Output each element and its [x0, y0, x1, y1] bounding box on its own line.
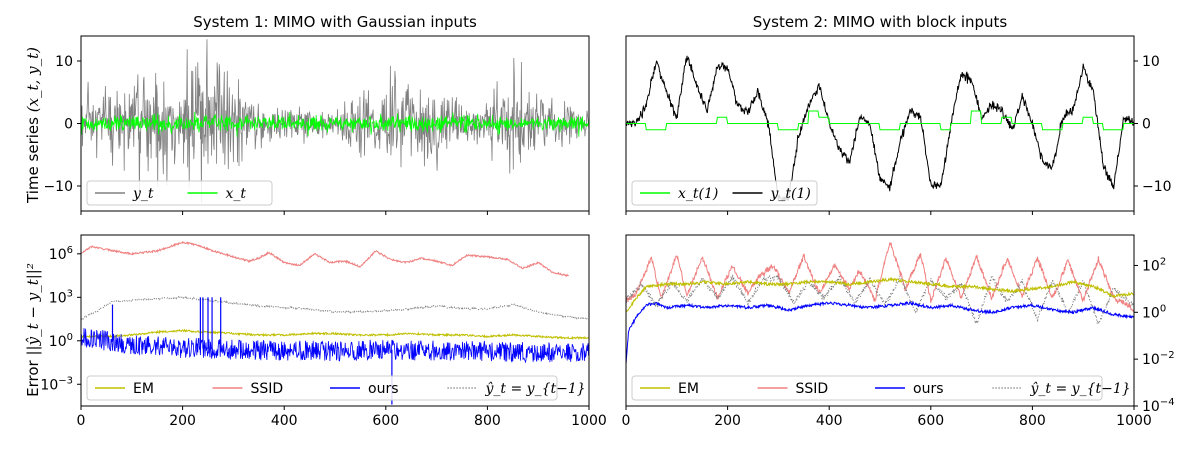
legend-p4: EM SSID ours ŷ_t = y_{t−1} [631, 375, 1131, 401]
y-tick-label-p4-1: 10−2 [1142, 350, 1175, 368]
panel-1: −10 0 10 y_t x_t [43, 35, 590, 215]
y-tick-label-p3-2: 103 [49, 288, 73, 306]
y-tick-label-p3-0: 10−3 [40, 375, 73, 393]
series-p1-y-t [81, 39, 589, 204]
x-tick-label-p4-1: 200 [714, 413, 741, 429]
legend-label-p4-0: EM [678, 381, 699, 397]
y-tick-label-p3-3: 106 [49, 245, 73, 263]
series-p2-y-t-1- [626, 55, 1134, 202]
series-p4-ssid [626, 242, 1134, 313]
x-tick-label-p3-2: 400 [271, 413, 298, 429]
x-tick-label-p4-5: 1000 [1116, 413, 1152, 429]
x-tick-label-p4-2: 400 [816, 413, 843, 429]
x-tick-label-p3-5: 1000 [571, 413, 607, 429]
panel-1-ylabel: Time series (x_t, y_t) [24, 47, 42, 204]
x-tick-label-p3-1: 200 [169, 413, 196, 429]
legend-label-p1-0: y_t [132, 186, 154, 202]
legend-label-p4-3: ŷ_t = y_{t−1} [1030, 380, 1131, 397]
y-tick-label-p4-0: 10−4 [1142, 397, 1175, 415]
legend-label-p2-1: y_t(1) [770, 186, 811, 202]
panel-3: 0 200 400 600 800 1000 10−3 100 103 106 EM SSID ours… [40, 234, 607, 429]
series-p4-ours [626, 300, 1134, 365]
legend-label-p3-0: EM [133, 381, 154, 397]
x-tick-label-p4-0: 0 [622, 413, 631, 429]
y-tick-label-p1-0: −10 [43, 179, 73, 195]
y-tick-label-p3-1: 100 [49, 332, 73, 350]
legend-box-p4 [631, 375, 1103, 401]
legend-box-p1 [86, 180, 273, 206]
series-p3-em [81, 328, 589, 340]
y-tick-label-p2-1: 0 [1142, 117, 1151, 133]
legend-p2: x_t(1) y_t(1) [631, 180, 818, 206]
y-tick-label-p4-2: 100 [1142, 303, 1166, 321]
panel-4-plot-area [626, 242, 1134, 365]
panel-2-plot-area [626, 55, 1134, 202]
legend-label-p1-1: x_t [226, 186, 247, 202]
legend-p1: y_t x_t [86, 180, 273, 206]
series-p2-x-t-1- [626, 110, 1134, 131]
x-tick-label-p3-0: 0 [77, 413, 86, 429]
panels-layer: −10 0 10 y_t x_t −10 0 10 x_t(1) y_t(1) 0 200 400 600… [40, 35, 1175, 429]
legend-p3: EM SSID ours ŷ_t = y_{t−1} [86, 375, 586, 401]
legend-box-p3 [86, 375, 558, 401]
legend-label-p3-3: ŷ_t = y_{t−1} [485, 380, 586, 397]
panel-3-frame [80, 234, 590, 407]
panel-3-ylabel: Error ||ŷ_t − y_t||² [24, 263, 42, 397]
y-tick-label-p2-2: 10 [1142, 54, 1160, 70]
x-tick-label-p4-3: 600 [917, 413, 944, 429]
panel-2: −10 0 10 x_t(1) y_t(1) [625, 35, 1172, 215]
y-tick-label-p1-1: 0 [64, 117, 73, 133]
series-p1-x-t [81, 111, 589, 137]
legend-label-p4-1: SSID [796, 381, 829, 397]
x-tick-label-p4-4: 800 [1019, 413, 1046, 429]
y-tick-label-p4-3: 102 [1142, 256, 1166, 274]
panel-2-title: System 2: MIMO with block inputs [753, 13, 1008, 31]
legend-label-p3-2: ours [368, 381, 399, 397]
y-tick-label-p1-2: 10 [55, 54, 73, 70]
series-p3-ssid [81, 240, 570, 278]
series-p3--t-y-t-1- [81, 295, 589, 321]
y-tick-label-p2-0: −10 [1142, 179, 1172, 195]
legend-box-p2 [631, 180, 818, 206]
series-p3-ours [81, 328, 589, 364]
panel-4-frame [625, 234, 1135, 407]
legend-label-p3-1: SSID [251, 381, 284, 397]
panel-3-plot-area [81, 240, 589, 405]
panel-1-plot-area [81, 39, 589, 204]
x-tick-label-p3-3: 600 [372, 413, 399, 429]
legend-label-p2-0: x_t(1) [678, 186, 718, 202]
series-p4-em [626, 276, 1134, 313]
legend-label-p4-2: ours [913, 381, 944, 397]
x-tick-label-p3-4: 800 [474, 413, 501, 429]
panel-1-title: System 1: MIMO with Gaussian inputs [193, 13, 477, 31]
